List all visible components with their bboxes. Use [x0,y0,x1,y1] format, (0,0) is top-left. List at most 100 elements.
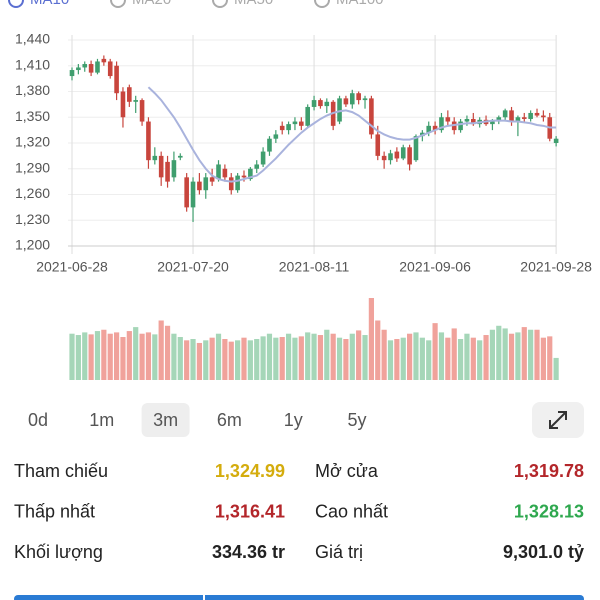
range-button[interactable]: 1m [89,410,114,430]
volume-bar [247,340,253,380]
x-tick-label: 2021-09-06 [399,259,471,275]
stats: Tham chiếu 1,324.99 Mở cửa 1,319.78 Thấp nhấ… [14,461,584,562]
y-tick-label: 1,440 [15,31,50,47]
volume-bar [438,332,445,380]
candle-body [139,100,145,122]
volume-bar [107,333,113,380]
stat-label: Thấp nhất [14,501,95,521]
volume-bar [343,339,349,380]
candle-body [407,147,412,165]
x-tick-label: 2021-07-20 [157,259,229,275]
volume-bar [190,339,196,380]
candle-body [381,155,387,161]
volume-bar [547,336,553,380]
legend-marker [8,0,24,8]
candle-body [76,67,81,71]
candle-body [394,151,400,159]
volume-bar [381,329,387,380]
candle-body [254,164,260,169]
y-tick-label: 1,290 [15,159,50,175]
volume-bar [413,332,419,380]
candle-body [324,101,330,107]
candle-body [311,100,317,107]
candle-body [88,64,94,73]
volume-bar [75,335,81,380]
candle-body [171,160,177,178]
volume-bar [145,332,152,380]
candle-body [496,117,502,122]
range-button[interactable]: 0d [28,410,48,430]
volume-bar [82,332,88,380]
candle-body [369,98,374,135]
volume-bar [362,335,368,380]
volume-bar [400,337,406,380]
candle-body [267,138,272,152]
volume-bar [451,328,457,380]
volume-bar [94,331,101,380]
volume-bar [432,323,438,380]
candle-body [343,98,349,105]
volume-bar [184,340,190,380]
expand-button[interactable] [532,402,584,438]
volume-bar [126,331,132,380]
stat-label: Tham chiếu [14,461,108,481]
candle-body [528,112,533,119]
candle-body [413,136,419,161]
candle-body [490,121,495,125]
bottom-tab[interactable] [14,595,584,600]
legend-label: MA10 [30,0,69,8]
volume-bar [139,333,145,380]
range-button[interactable]: 3m [153,410,178,430]
x-tick-label: 2021-09-28 [520,259,592,275]
candle-body [426,125,432,133]
x-tick-label: 2021-08-11 [279,259,350,275]
candle-body [553,138,559,143]
volume-bar [483,335,489,380]
range-button[interactable]: 5y [347,410,366,430]
candle-body [388,153,393,161]
volume-bar [317,335,324,380]
volume-bar [260,336,266,380]
candle-body [107,61,113,77]
volume-bar [266,333,273,380]
volume-bar [528,329,534,380]
candle-body [248,168,253,180]
candle-body [146,121,151,161]
volume-bar [101,329,107,380]
volume-bar [215,333,222,380]
candle-body [445,117,451,122]
volume-bar [426,340,432,380]
x-tick-label: 2021-06-28 [36,259,108,275]
volume-bar [164,325,171,380]
y-tick-label: 1,200 [15,237,50,253]
volume-bar [177,337,183,380]
volume-bar [407,333,413,380]
volume-bar [222,339,228,380]
candle-body [464,118,470,122]
candle-body [184,177,189,208]
volume-bar [273,337,279,380]
volume-bar [88,334,94,380]
candle-body [101,58,107,63]
candle-body [471,118,476,125]
candle-body [502,110,508,118]
candle-body [299,121,304,126]
stat-label: Khối lượng [14,542,103,562]
candle-body [509,110,514,122]
volume-bar [209,337,215,380]
candle-body [152,155,158,161]
candle-body [222,168,228,178]
volume-bar [553,357,559,380]
stat-label: Cao nhất [315,501,388,521]
range-button[interactable]: 1y [284,410,303,430]
candle-body [458,121,463,131]
candle-body [158,155,164,178]
candle-body [273,134,279,139]
candle-body [375,134,381,156]
legend: MA10 MA20 MA50 MA100 [8,0,384,8]
candle-body [260,151,266,165]
volume-bar [521,327,527,380]
y-tick-label: 1,380 [15,82,50,98]
range-button[interactable]: 6m [217,410,242,430]
